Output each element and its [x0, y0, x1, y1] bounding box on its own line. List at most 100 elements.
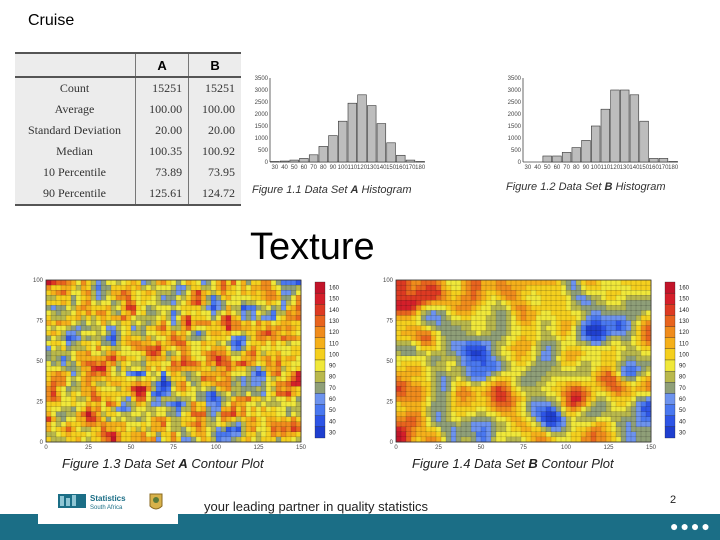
heatmap-cell	[640, 411, 647, 418]
heatmap-cell	[615, 381, 622, 387]
heatmap-cell	[505, 365, 512, 372]
heatmap-cell	[575, 391, 582, 397]
heatmap-cell	[520, 360, 527, 367]
heatmap-cell	[120, 340, 127, 347]
heatmap-cell	[625, 376, 632, 382]
heatmap-cell	[435, 315, 442, 321]
heatmap-cell	[500, 335, 507, 342]
heatmap-cell	[115, 284, 122, 291]
heatmap-cell	[170, 421, 177, 428]
heatmap-cell	[105, 310, 112, 316]
heatmap-cell	[210, 305, 217, 311]
colorbar-swatch	[664, 426, 676, 439]
heatmap-cell	[70, 310, 77, 316]
heatmap-cell	[540, 325, 547, 332]
heatmap-cell	[60, 350, 67, 357]
heatmap-cell	[55, 381, 62, 387]
heatmap-cell	[490, 426, 497, 433]
heatmap-cell	[210, 355, 217, 362]
heatmap-cell	[455, 436, 462, 443]
heatmap-cell	[590, 284, 597, 291]
heatmap-cell	[275, 391, 282, 397]
heatmap-cell	[235, 290, 242, 296]
heatmap-cell	[590, 411, 597, 418]
heatmap-cell	[435, 325, 442, 332]
heatmap-cell	[205, 310, 212, 316]
heatmap-cell	[260, 315, 267, 321]
heatmap-cell	[435, 340, 442, 347]
heatmap-cell	[160, 330, 167, 337]
heatmap-cell	[75, 406, 82, 413]
heatmap-cell	[620, 320, 627, 326]
heatmap-cell	[645, 350, 652, 357]
heatmap-cell	[235, 345, 242, 352]
heatmap-cell	[220, 300, 227, 306]
heatmap-cell	[120, 416, 127, 423]
heatmap-cell	[210, 426, 217, 433]
heatmap-cell	[490, 290, 497, 296]
heatmap-cell	[395, 284, 402, 291]
heatmap-cell	[565, 391, 572, 397]
heatmap-cell	[90, 315, 97, 321]
heatmap-cell	[250, 406, 257, 413]
heatmap-cell	[590, 421, 597, 428]
heatmap-cell	[565, 330, 572, 337]
histogram-bar	[338, 120, 348, 163]
heatmap-cell	[480, 391, 487, 397]
heatmap-cell	[615, 284, 622, 291]
heatmap-cell	[150, 381, 157, 387]
heatmap-cell	[265, 421, 272, 428]
heatmap-cell	[140, 411, 147, 418]
heatmap-cell	[445, 371, 452, 377]
heatmap-cell	[410, 365, 417, 372]
heatmap-cell	[280, 315, 287, 321]
heatmap-cell	[295, 350, 302, 357]
heatmap-cell	[140, 279, 147, 286]
heatmap-cell	[620, 335, 627, 342]
heatmap-cell	[145, 376, 152, 382]
heatmap-cell	[145, 325, 152, 332]
heatmap-cell	[255, 330, 262, 337]
heatmap-cell	[565, 300, 572, 306]
heatmap-cell	[175, 426, 182, 433]
heatmap-cell	[495, 320, 502, 326]
heatmap-cell	[170, 431, 177, 438]
heatmap-cell	[140, 340, 147, 347]
heatmap-cell	[640, 310, 647, 316]
heatmap-cell	[110, 315, 117, 321]
heatmap-cell	[510, 365, 517, 372]
heatmap-cell	[255, 290, 262, 296]
heatmap-cell	[455, 426, 462, 433]
heatmap-cell	[235, 391, 242, 397]
heatmap-cell	[270, 431, 277, 438]
heatmap-cell	[510, 360, 517, 367]
heatmap-cell	[160, 426, 167, 433]
heatmap-cell	[480, 411, 487, 418]
heatmap-cell	[80, 365, 87, 372]
heatmap-cell	[170, 386, 177, 392]
heatmap-cell	[150, 305, 157, 311]
heatmap-cell	[395, 279, 402, 286]
heatmap-cell	[595, 315, 602, 321]
heatmap-cell	[220, 279, 227, 286]
heatmap-cell	[50, 391, 57, 397]
heatmap-cell	[185, 325, 192, 332]
heatmap-cell	[410, 300, 417, 306]
heatmap-cell	[225, 431, 232, 438]
heatmap-cell	[520, 431, 527, 438]
heatmap-cell	[125, 305, 132, 311]
heatmap-cell	[570, 325, 577, 332]
heatmap-cell	[175, 284, 182, 291]
heatmap-cell	[465, 411, 472, 418]
heatmap-cell	[400, 330, 407, 337]
heatmap-cell	[485, 426, 492, 433]
heatmap-cell	[200, 406, 207, 413]
heatmap-cell	[615, 355, 622, 362]
heatmap-cell	[70, 350, 77, 357]
heatmap-cell	[480, 335, 487, 342]
heatmap-cell	[535, 355, 542, 362]
heatmap-cell	[460, 320, 467, 326]
heatmap-cell	[120, 320, 127, 326]
heatmap-cell	[400, 284, 407, 291]
